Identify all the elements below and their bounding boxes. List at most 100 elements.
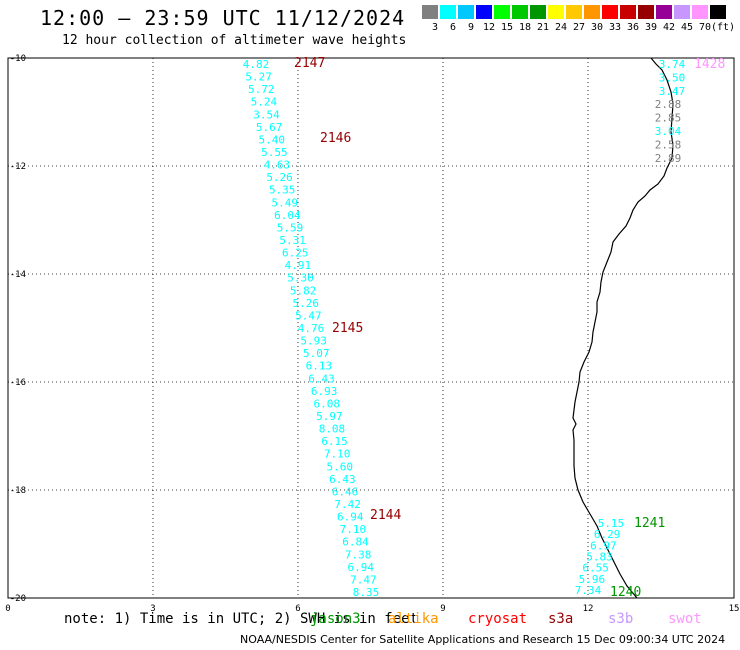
y-tick-label: -20 xyxy=(10,594,26,604)
pass-number-label: 1240 xyxy=(610,585,641,600)
swh-value-label: 3.74 xyxy=(659,58,686,71)
swh-value-label: 4.82 xyxy=(243,58,270,71)
x-tick-label: 6 xyxy=(295,604,300,614)
legend-swatch xyxy=(458,5,474,19)
legend-tick-label: 24 xyxy=(554,22,568,33)
pass-number-label: 2147 xyxy=(294,56,325,71)
swh-value-label: 5.27 xyxy=(245,71,272,84)
y-tick-label: -10 xyxy=(10,54,26,64)
swh-value-label: 8.08 xyxy=(319,423,346,436)
swh-value-label: 5.40 xyxy=(258,133,285,146)
pass-number-label: 2146 xyxy=(320,131,351,146)
swh-value-label: 6.94 xyxy=(337,511,364,524)
swh-value-label: 4.76 xyxy=(298,322,325,335)
altimeter-track: 4.825.275.725.243.545.675.405.554.635.26… xyxy=(243,58,380,599)
axis-labels: 0 3 6 9 12 15 -10 -12 -14 -16 -18 -20 xyxy=(5,54,739,614)
swh-value-label: 6.04 xyxy=(274,209,301,222)
swh-value-label: 6.15 xyxy=(321,435,348,448)
legend-swatch xyxy=(422,5,438,19)
swh-value-label: 5.72 xyxy=(248,83,275,96)
swh-value-label: 3.50 xyxy=(659,71,686,84)
legend-swatch xyxy=(656,5,672,19)
swh-value-label: 5.35 xyxy=(269,184,296,197)
map-title: 12:00 – 23:59 UTC 11/12/2024 xyxy=(40,6,406,30)
legend-swatch xyxy=(620,5,636,19)
legend-swatch xyxy=(638,5,654,19)
swh-value-label: 3.47 xyxy=(659,85,686,98)
swh-value-label: 6.93 xyxy=(311,385,338,398)
swh-value-label: 6.43 xyxy=(308,372,335,385)
swot-track: 3.743.503.472.882.853.042.582.89 xyxy=(655,58,686,165)
legend-swatch xyxy=(548,5,564,19)
legend-swatch xyxy=(692,5,708,19)
swh-value-label: 8.35 xyxy=(353,586,380,599)
swh-value-label: 6.13 xyxy=(306,360,333,373)
swh-value-label: 4.91 xyxy=(285,259,312,272)
legend-tick-label: 27 xyxy=(572,22,586,33)
legend-tick-label: 70 xyxy=(698,22,712,33)
swh-value-label: 2.85 xyxy=(655,112,682,125)
legend-tick-label: 21 xyxy=(536,22,550,33)
legend-swatch xyxy=(440,5,456,19)
y-tick-label: -14 xyxy=(10,270,26,280)
map-frame xyxy=(7,57,735,599)
y-tick-label: -12 xyxy=(10,162,26,172)
satellite-legend-item: altika xyxy=(388,611,439,627)
x-tick-label: 9 xyxy=(440,604,445,614)
satellite-legend-item: swot xyxy=(668,611,702,627)
pass-labels: 2147 2146 2145 2144 1428 1241 1240 xyxy=(294,56,725,600)
swh-value-label: 5.93 xyxy=(300,335,327,348)
swh-value-label: 6.46 xyxy=(332,485,359,498)
swh-value-label: 5.55 xyxy=(261,146,288,159)
legend-swatch xyxy=(512,5,528,19)
legend-swatch xyxy=(530,5,546,19)
x-tick-label: 3 xyxy=(150,604,155,614)
swh-value-label: 6.43 xyxy=(329,473,356,486)
legend-swatch xyxy=(710,5,726,19)
swh-value-label: 6.55 xyxy=(582,562,609,575)
grid-lines xyxy=(8,58,734,598)
swh-value-label: 6.84 xyxy=(342,536,369,549)
swh-value-label: 5.30 xyxy=(287,272,314,285)
legend-tick-label: 39 xyxy=(644,22,658,33)
legend-tick-label: 6 xyxy=(449,22,457,33)
legend-tick-label: 12 xyxy=(482,22,496,33)
swh-value-label: 5.67 xyxy=(256,121,283,134)
pass-number-label: 1241 xyxy=(634,516,665,531)
legend-tick-label: 18 xyxy=(518,22,532,33)
swh-value-label: 5.15 xyxy=(598,517,625,530)
swh-value-label: 5.60 xyxy=(327,460,354,473)
satellite-legend-item: s3b xyxy=(608,611,634,627)
jason-track: 5.156.296.975.836.555.967.34 xyxy=(575,517,625,597)
swh-value-label: 5.83 xyxy=(586,551,613,564)
map-subtitle: 12 hour collection of altimeter wave hei… xyxy=(62,33,407,48)
legend-tick-label: 9 xyxy=(467,22,475,33)
swh-value-label: 7.38 xyxy=(345,548,372,561)
swh-value-label: 5.47 xyxy=(295,309,322,322)
swh-value-label: 5.07 xyxy=(303,347,330,360)
legend-swatch xyxy=(566,5,582,19)
coastline xyxy=(572,57,674,599)
swh-value-label: 7.42 xyxy=(334,498,361,511)
swh-value-label: 5.26 xyxy=(266,171,293,184)
x-tick-label: 15 xyxy=(729,604,740,614)
swh-value-label: 5.49 xyxy=(272,196,299,209)
legend-tick-label: 3 xyxy=(431,22,439,33)
legend-swatch xyxy=(476,5,492,19)
legend-tick-label: 15 xyxy=(500,22,514,33)
legend-tick-label: 42 xyxy=(662,22,676,33)
swh-value-label: 4.63 xyxy=(264,159,291,172)
pass-number-label: 1428 xyxy=(694,57,725,72)
legend-tick-label: 33 xyxy=(608,22,622,33)
legend-swatch xyxy=(584,5,600,19)
swh-value-label: 5.26 xyxy=(293,297,320,310)
swh-value-label: 2.89 xyxy=(655,152,682,165)
swh-value-label: 7.47 xyxy=(350,573,377,586)
pass-number-label: 2145 xyxy=(332,321,363,336)
swh-value-label: 5.59 xyxy=(277,221,304,234)
swh-value-label: 6.29 xyxy=(594,528,621,541)
legend-swatch xyxy=(494,5,510,19)
swh-value-label: 5.97 xyxy=(316,410,343,423)
satellite-legend-item: s3a xyxy=(548,611,574,627)
legend-tick-label: 36 xyxy=(626,22,640,33)
